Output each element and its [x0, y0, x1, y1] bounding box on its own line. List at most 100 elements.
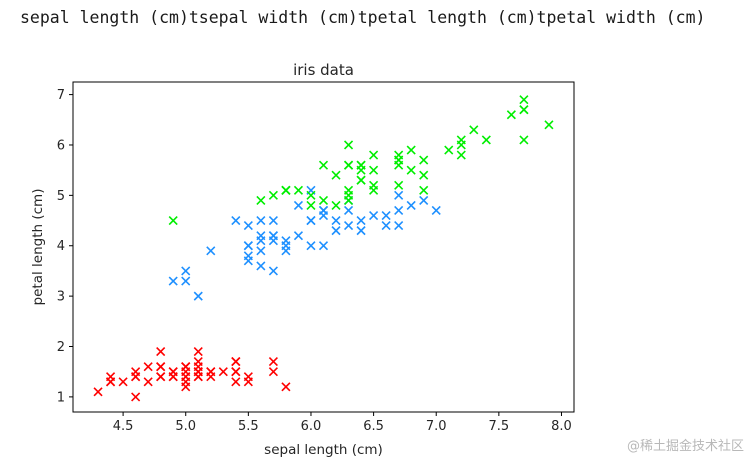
data-point	[406, 200, 416, 211]
data-point	[431, 205, 441, 216]
data-point	[181, 276, 191, 286]
data-point	[331, 170, 341, 180]
y-axis-ticks: 1 2 3 4 5 6 7	[57, 88, 73, 405]
data-point	[356, 165, 366, 175]
data-point	[331, 215, 341, 226]
data-point	[168, 276, 178, 286]
data-point	[256, 261, 266, 271]
data-point	[369, 180, 379, 190]
data-point	[356, 175, 366, 185]
data-point	[456, 140, 466, 150]
data-point	[118, 377, 128, 387]
data-point	[231, 367, 241, 377]
x-tick-label: 7.0	[426, 419, 447, 434]
data-point	[369, 210, 379, 221]
data-point	[268, 215, 278, 226]
data-point	[419, 170, 429, 180]
data-point	[268, 266, 278, 276]
console-output: sepal length (cm)tsepal width (cm)tpetal…	[20, 8, 706, 27]
data-point	[206, 367, 216, 377]
y-tick-label: 4	[57, 239, 65, 254]
data-point	[243, 241, 253, 251]
data-point	[306, 200, 316, 211]
data-point	[156, 372, 166, 382]
data-point	[181, 362, 191, 372]
x-tick-label: 5.0	[175, 419, 196, 434]
data-point	[306, 215, 316, 226]
x-tick-label: 6.0	[301, 419, 322, 434]
data-point	[406, 165, 416, 175]
data-point	[331, 226, 341, 236]
data-point	[231, 215, 241, 226]
y-tick-label: 1	[57, 390, 65, 405]
data-point	[106, 377, 116, 387]
data-point	[394, 190, 404, 200]
data-point	[519, 95, 529, 105]
data-point	[481, 135, 491, 145]
data-point	[318, 195, 329, 205]
data-point	[168, 215, 178, 226]
data-point	[256, 195, 266, 205]
data-point	[256, 215, 266, 226]
y-tick-label: 2	[57, 340, 65, 355]
data-point	[469, 125, 479, 135]
data-point	[331, 200, 341, 211]
data-point	[419, 155, 429, 165]
data-point	[318, 241, 329, 251]
watermark-text: @稀土掘金技术社区	[626, 439, 744, 454]
x-tick-label: 5.5	[238, 419, 259, 434]
data-point	[143, 362, 153, 372]
data-point	[369, 165, 379, 175]
chart-title: iris data	[293, 61, 354, 79]
data-point	[419, 185, 429, 195]
data-point	[193, 346, 203, 357]
data-point	[519, 135, 529, 145]
data-point	[394, 180, 404, 190]
data-point	[93, 387, 103, 397]
data-point	[268, 236, 278, 246]
data-point	[506, 110, 516, 120]
data-point	[406, 145, 416, 155]
data-point	[268, 357, 278, 367]
data-point	[231, 357, 241, 367]
data-point	[356, 226, 366, 236]
data-point	[268, 190, 278, 200]
data-point	[343, 190, 354, 200]
data-point	[206, 246, 216, 256]
data-point	[343, 221, 354, 231]
x-axis-label: sepal length (cm)	[264, 442, 383, 458]
data-point	[419, 195, 429, 205]
y-tick-label: 6	[57, 138, 65, 153]
data-point	[456, 150, 466, 160]
data-point	[394, 205, 404, 216]
data-point	[143, 377, 153, 387]
data-point	[131, 372, 141, 382]
data-point	[318, 210, 329, 221]
data-point	[243, 256, 253, 266]
data-point	[293, 200, 304, 211]
data-point	[156, 346, 166, 357]
data-point	[268, 367, 278, 377]
data-point	[293, 185, 304, 195]
data-point	[293, 231, 304, 241]
data-point	[256, 246, 266, 256]
data-point	[193, 291, 203, 301]
data-point	[544, 120, 554, 130]
data-point	[181, 266, 191, 276]
plot-area	[72, 81, 575, 413]
data-point	[306, 190, 316, 200]
data-point	[519, 105, 529, 115]
data-point	[281, 241, 291, 251]
data-point	[356, 215, 366, 226]
x-tick-label: 8.0	[551, 419, 572, 434]
data-point	[381, 221, 391, 231]
data-point	[394, 155, 404, 165]
data-point	[231, 377, 241, 387]
data-point	[131, 392, 141, 402]
y-axis-label: petal length (cm)	[30, 189, 46, 306]
data-point	[193, 362, 203, 372]
x-tick-label: 6.5	[363, 419, 384, 434]
data-point	[218, 367, 228, 377]
